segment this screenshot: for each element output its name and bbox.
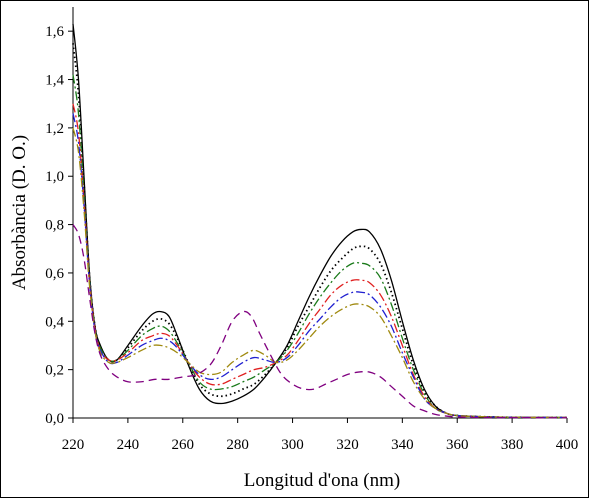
y-tick-label: 1,4 [45,73,64,89]
series-line-4 [72,103,568,419]
x-tick-label: 220 [62,437,85,453]
x-axis-title: Longitud d'ona (nm) [244,470,400,491]
x-tick-label: 320 [336,437,359,453]
x-tick-label: 380 [501,437,524,453]
y-tick-label: 0,6 [45,266,64,282]
y-axis: 0,0 0,2 0,4 0,6 0,8 1,0 1,2 1,4 1,6 [45,7,74,427]
x-tick-label: 280 [226,437,249,453]
y-tick-label: 0,0 [45,411,64,427]
series-line-1 [72,23,568,419]
x-tick-label: 240 [117,437,140,453]
series-line-2 [72,43,568,419]
x-tick-label: 300 [281,437,304,453]
x-tick-label: 360 [446,437,469,453]
y-axis-title: Absorbància (D. O.) [9,135,30,290]
x-tick-label: 340 [391,437,414,453]
x-tick-label: 260 [172,437,195,453]
x-axis: 220 240 260 280 300 320 340 360 380 400 [62,417,579,453]
y-tick-label: 0,4 [45,314,64,330]
series-line-3 [72,74,568,419]
series-line-5 [72,113,568,419]
x-tick-label: 400 [556,437,579,453]
y-tick-label: 1,0 [45,169,64,185]
series-line-7 [72,224,568,419]
series-line-6 [72,127,568,419]
y-tick-label: 0,8 [45,218,64,234]
y-tick-label: 1,2 [45,121,64,137]
y-tick-label: 1,6 [45,24,64,40]
y-tick-label: 0,2 [45,363,64,379]
series-lines [72,23,568,419]
